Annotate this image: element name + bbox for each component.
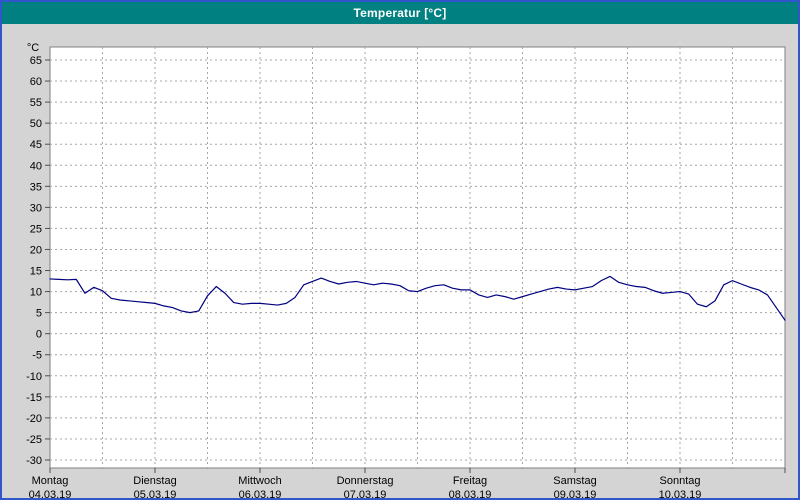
svg-text:-10: -10 [26, 371, 42, 383]
svg-text:Sonntag: Sonntag [660, 475, 701, 487]
svg-text:-15: -15 [26, 392, 42, 404]
svg-text:07.03.19: 07.03.19 [344, 489, 387, 498]
svg-text:Donnerstag: Donnerstag [337, 475, 394, 487]
svg-text:06.03.19: 06.03.19 [239, 489, 282, 498]
svg-text:50: 50 [30, 118, 42, 130]
svg-text:65: 65 [30, 55, 42, 67]
temperature-chart-svg: 65605550454035302520151050-5-10-15-20-25… [26, 42, 786, 498]
svg-text:-5: -5 [32, 350, 42, 362]
svg-text:Montag: Montag [32, 475, 69, 487]
svg-text:-25: -25 [26, 434, 42, 446]
chart-title: Temperatur [°C] [353, 6, 447, 20]
svg-text:55: 55 [30, 97, 42, 109]
svg-text:45: 45 [30, 139, 42, 151]
svg-text:40: 40 [30, 160, 42, 172]
svg-text:°C: °C [27, 42, 39, 54]
chart-area: 65 60 55 50 45 40 35 30 25 20 15 10 5 0 -5 -10 -15 -20 -25… [2, 24, 798, 498]
svg-text:08.03.19: 08.03.19 [449, 489, 492, 498]
svg-text:60: 60 [30, 76, 42, 88]
svg-text:-20: -20 [26, 413, 42, 425]
svg-text:Mittwoch: Mittwoch [238, 475, 281, 487]
svg-text:35: 35 [30, 181, 42, 193]
svg-text:05.03.19: 05.03.19 [134, 489, 177, 498]
svg-text:Freitag: Freitag [453, 475, 487, 487]
svg-text:25: 25 [30, 223, 42, 235]
svg-text:Samstag: Samstag [553, 475, 596, 487]
svg-text:10.03.19: 10.03.19 [659, 489, 702, 498]
svg-text:-30: -30 [26, 455, 42, 467]
svg-text:Dienstag: Dienstag [133, 475, 176, 487]
svg-text:30: 30 [30, 202, 42, 214]
svg-text:20: 20 [30, 244, 42, 256]
svg-text:5: 5 [36, 308, 42, 320]
title-bar: Temperatur [°C] [2, 2, 798, 24]
svg-text:09.03.19: 09.03.19 [554, 489, 597, 498]
svg-text:15: 15 [30, 266, 42, 278]
svg-text:10: 10 [30, 287, 42, 299]
svg-text:04.03.19: 04.03.19 [29, 489, 72, 498]
svg-text:0: 0 [36, 329, 42, 341]
